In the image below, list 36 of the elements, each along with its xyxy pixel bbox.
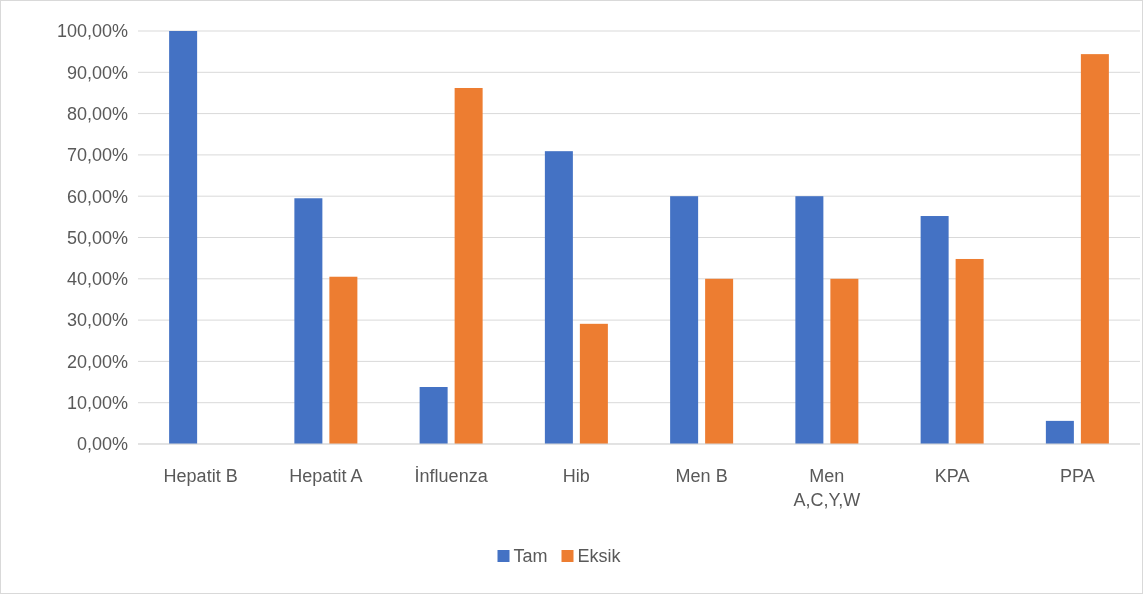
x-tick-label: Hib bbox=[562, 466, 590, 486]
y-tick-label: 50,00% bbox=[66, 227, 128, 248]
bar bbox=[544, 151, 573, 444]
bar bbox=[670, 196, 699, 444]
bar bbox=[579, 323, 608, 444]
y-tick-label: 40,00% bbox=[66, 269, 128, 290]
bar bbox=[454, 87, 483, 444]
bar bbox=[705, 278, 734, 444]
bar bbox=[795, 196, 824, 444]
bar bbox=[955, 258, 984, 444]
y-tick-label: 10,00% bbox=[66, 393, 128, 413]
y-tick-label: 30,00% bbox=[66, 310, 128, 331]
y-tick-label: 20,00% bbox=[66, 351, 128, 372]
bar bbox=[419, 387, 448, 444]
bar bbox=[1045, 420, 1074, 444]
bar bbox=[169, 31, 198, 444]
x-tick-label: PPA bbox=[1060, 466, 1095, 486]
legend-label: Tam bbox=[513, 546, 548, 567]
y-tick-label: 100,00% bbox=[56, 21, 128, 42]
x-tick-label: Men A,C,Y,W bbox=[793, 466, 861, 510]
bar bbox=[329, 276, 358, 444]
x-tick-label: Men B bbox=[675, 466, 728, 486]
x-tick-label: İnfluenza bbox=[414, 466, 489, 486]
y-tick-label: 80,00% bbox=[66, 103, 128, 124]
bar bbox=[830, 278, 859, 444]
bar bbox=[920, 216, 949, 444]
legend-label: Eksik bbox=[577, 546, 622, 567]
y-tick-label: 70,00% bbox=[66, 145, 128, 166]
y-tick-label: 60,00% bbox=[66, 186, 128, 207]
x-tick-label: Hepatit B bbox=[163, 466, 238, 486]
x-tick-label: Hepatit A bbox=[289, 466, 363, 486]
bar bbox=[1080, 54, 1109, 444]
y-tick-label: 90,00% bbox=[66, 62, 128, 83]
x-tick-label: KPA bbox=[934, 466, 970, 486]
y-tick-label: 0,00% bbox=[76, 434, 128, 455]
bar bbox=[294, 198, 323, 444]
